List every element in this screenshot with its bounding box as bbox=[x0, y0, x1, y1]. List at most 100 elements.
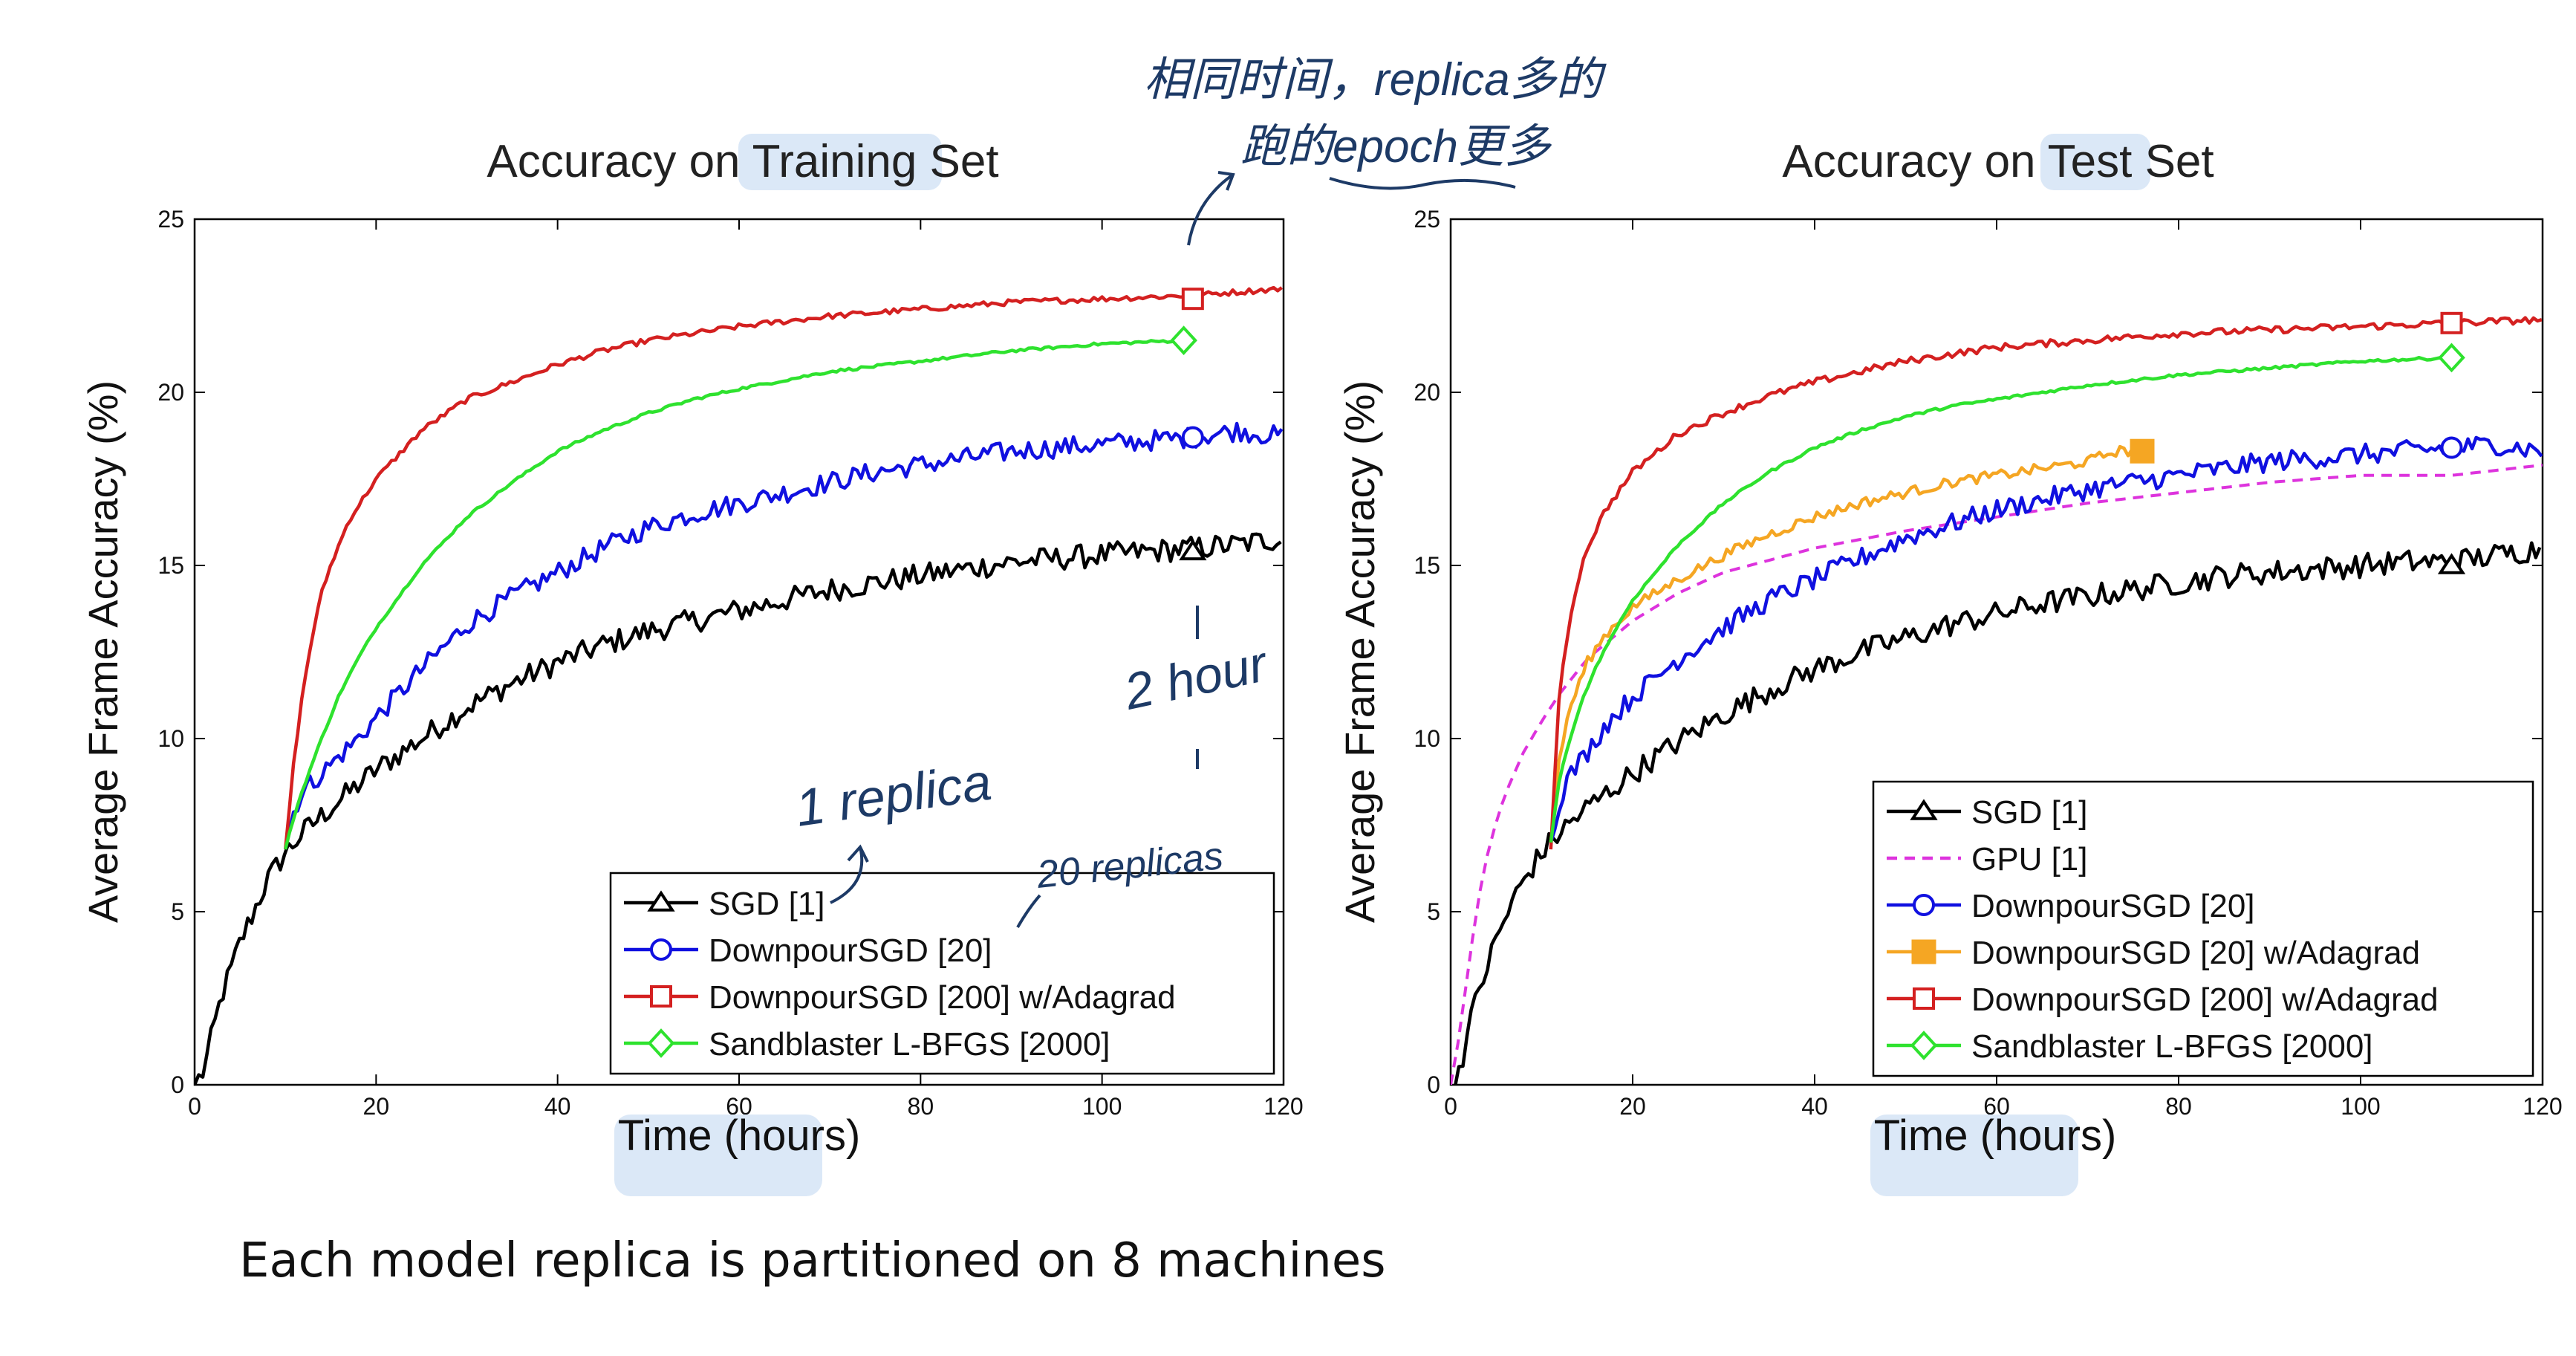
legend-label: DownpourSGD [200] w/Adagrad bbox=[1971, 982, 2439, 1018]
note-underline bbox=[1329, 177, 1516, 190]
chart-title: Accuracy on Test Set bbox=[1782, 136, 2214, 187]
x-tick-label: 80 bbox=[908, 1093, 934, 1120]
legend-marker bbox=[1913, 987, 1935, 1010]
y-tick-label: 0 bbox=[171, 1071, 184, 1098]
series-line bbox=[284, 421, 1284, 850]
x-tick-label: 40 bbox=[544, 1093, 571, 1120]
x-tick-label: 20 bbox=[363, 1093, 390, 1120]
y-tick-label: 25 bbox=[157, 206, 184, 233]
series-sandblaster-l-bfgs-2000- bbox=[284, 337, 1185, 850]
chart-title: Accuracy on Training Set bbox=[487, 136, 998, 187]
series-downpoursgd-20- bbox=[284, 421, 1284, 850]
y-tick-label: 20 bbox=[1414, 379, 1440, 406]
legend-label: GPU [1] bbox=[1971, 841, 2088, 877]
series-gpu-1- bbox=[1451, 463, 2543, 1085]
legend-marker bbox=[650, 985, 672, 1008]
series-downpoursgd-200-w-adagrad bbox=[283, 285, 1283, 850]
legend-label: DownpourSGD [20] bbox=[709, 932, 992, 969]
series-sgd-1- bbox=[1451, 541, 2542, 1085]
x-axis-label: Time (hours) bbox=[618, 1112, 861, 1160]
legend: SGD [1] DownpourSGD [20] DownpourSGD [200]… bbox=[609, 872, 1275, 1075]
note-arrow bbox=[1187, 173, 1235, 246]
series-line bbox=[195, 532, 1282, 1085]
x-tick-label: 100 bbox=[2341, 1093, 2380, 1120]
series-marker bbox=[1170, 325, 1197, 355]
legend-label: SGD [1] bbox=[709, 886, 825, 922]
series-sgd-1- bbox=[195, 532, 1282, 1085]
note-arrow-head bbox=[847, 844, 869, 863]
note-text: 2 hour bbox=[1119, 635, 1273, 721]
y-tick-label: 5 bbox=[171, 898, 184, 925]
legend-marker bbox=[1910, 799, 1938, 820]
xlabel-highlight bbox=[1870, 1115, 2078, 1196]
series-marker bbox=[2440, 436, 2463, 459]
legend-label: DownpourSGD [20] w/Adagrad bbox=[1971, 935, 2420, 971]
series-downpoursgd-20- bbox=[1549, 435, 2543, 843]
series-line bbox=[284, 337, 1185, 850]
series-downpoursgd-200-w-adagrad bbox=[1549, 316, 2543, 850]
legend-marker bbox=[1911, 939, 1936, 964]
legend-label: SGD [1] bbox=[1971, 794, 2088, 831]
y-tick-label: 15 bbox=[1414, 552, 1440, 579]
x-tick-label: 100 bbox=[1082, 1093, 1122, 1120]
series-line bbox=[283, 285, 1283, 850]
note-text: 1 replica bbox=[792, 753, 995, 837]
series-marker bbox=[1181, 288, 1204, 311]
y-tick-label: 15 bbox=[157, 552, 184, 579]
legend-label: Sandblaster L-BFGS [2000] bbox=[1971, 1028, 2373, 1065]
xlabel-highlight bbox=[614, 1115, 822, 1196]
series-sandblaster-l-bfgs-2000- bbox=[1549, 354, 2453, 843]
legend-label: DownpourSGD [20] bbox=[1971, 888, 2255, 924]
x-tick-label: 120 bbox=[1263, 1093, 1303, 1120]
series-line bbox=[1549, 444, 2142, 843]
note-arrow bbox=[830, 846, 864, 904]
legend-label: Sandblaster L-BFGS [2000] bbox=[709, 1026, 1110, 1063]
series-marker bbox=[2130, 438, 2155, 464]
x-tick-label: 40 bbox=[1801, 1093, 1828, 1120]
series-line bbox=[1451, 541, 2542, 1085]
note-arrow bbox=[1016, 894, 1041, 928]
series-downpoursgd-20-w-adagrad bbox=[1549, 444, 2142, 843]
x-axis-label: Time (hours) bbox=[1874, 1112, 2117, 1160]
x-tick-label: 0 bbox=[188, 1093, 201, 1120]
legend-marker bbox=[647, 890, 675, 912]
x-tick-label: 80 bbox=[2165, 1093, 2192, 1120]
legend-box bbox=[1872, 780, 2534, 1077]
y-tick-label: 5 bbox=[1427, 898, 1440, 925]
title-highlight bbox=[2040, 134, 2150, 190]
y-tick-label: 10 bbox=[157, 725, 184, 752]
legend-box bbox=[609, 872, 1275, 1075]
x-tick-label: 20 bbox=[1619, 1093, 1646, 1120]
legend-marker bbox=[650, 938, 672, 961]
title-highlight bbox=[738, 134, 942, 190]
series-line bbox=[1451, 463, 2543, 1085]
legend-marker bbox=[647, 1028, 675, 1058]
y-axis-label: Average Frame Accuracy (%) bbox=[1336, 380, 1383, 923]
x-tick-label: 0 bbox=[1444, 1093, 1457, 1120]
y-tick-label: 20 bbox=[157, 379, 184, 406]
x-tick-label: 120 bbox=[2523, 1093, 2562, 1120]
y-tick-label: 25 bbox=[1414, 206, 1440, 233]
series-marker bbox=[1181, 426, 1204, 449]
series-line bbox=[1549, 316, 2543, 850]
series-line bbox=[1549, 435, 2543, 843]
series-marker bbox=[2438, 343, 2465, 373]
legend-marker bbox=[1913, 894, 1935, 916]
series-line bbox=[1549, 354, 2453, 843]
legend-label: DownpourSGD [200] w/Adagrad bbox=[709, 979, 1176, 1016]
caption: Each model replica is partitioned on 8 m… bbox=[239, 1233, 1386, 1288]
note-text: 跑的epoch更多 bbox=[1240, 121, 1552, 172]
note-text: 相同时间，replica多的 bbox=[1144, 54, 1607, 106]
legend-marker bbox=[1910, 1031, 1938, 1060]
series-marker bbox=[2437, 553, 2466, 574]
note-arrow-head bbox=[1217, 171, 1235, 191]
series-marker bbox=[1179, 539, 1207, 561]
y-tick-label: 10 bbox=[1414, 725, 1440, 752]
y-tick-label: 0 bbox=[1427, 1071, 1440, 1098]
series-marker bbox=[2440, 311, 2463, 334]
legend: SGD [1] GPU [1] DownpourSGD [20] DownpourSG… bbox=[1872, 780, 2534, 1077]
